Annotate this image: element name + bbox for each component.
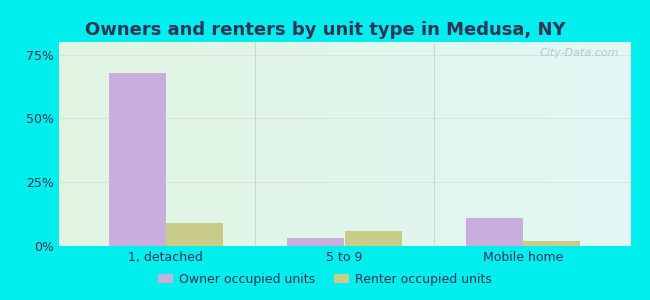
Text: City-Data.com: City-Data.com [540, 48, 619, 58]
Bar [166, 223, 223, 246]
Legend: Owner occupied units, Renter occupied units: Owner occupied units, Renter occupied un… [153, 268, 497, 291]
Bar [466, 218, 523, 246]
Bar [109, 73, 166, 246]
Text: Owners and renters by unit type in Medusa, NY: Owners and renters by unit type in Medus… [84, 21, 566, 39]
Bar [344, 231, 402, 246]
Bar [287, 238, 344, 246]
Bar [523, 241, 580, 246]
